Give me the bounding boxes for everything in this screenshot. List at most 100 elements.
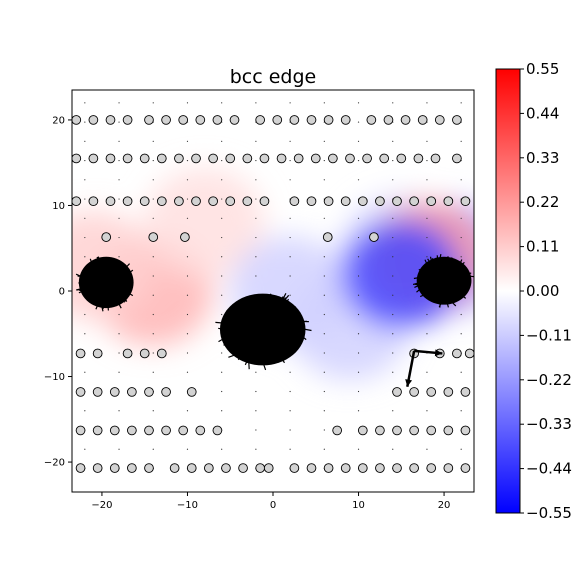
- grid-dot: [118, 179, 120, 181]
- grid-dot: [323, 275, 325, 277]
- grid-dot: [357, 256, 360, 258]
- grid-dot: [392, 159, 394, 162]
- grid-dot: [152, 256, 154, 258]
- grid-dot: [152, 198, 154, 200]
- atom-marker: [369, 232, 379, 242]
- y-tick-label: −20: [44, 458, 65, 469]
- grid-dot: [289, 236, 291, 239]
- atom-marker: [430, 153, 441, 164]
- grid-dot: [392, 352, 394, 354]
- grid-dot: [84, 410, 86, 412]
- atom-marker: [186, 463, 197, 473]
- grid-dot: [152, 159, 154, 162]
- x-axis: −20 −10 0 10 20: [91, 492, 450, 511]
- atom-marker: [122, 196, 133, 207]
- atom-marker: [306, 463, 317, 473]
- atom-marker: [322, 232, 333, 242]
- grid-dot: [152, 410, 154, 412]
- colorbar-tick-label: −0.33: [526, 415, 572, 433]
- grid-dot: [426, 371, 428, 373]
- atom-marker: [208, 153, 218, 164]
- grid-dot: [84, 198, 86, 200]
- grid-dot: [84, 102, 86, 104]
- quiver-arrows: [96, 256, 443, 388]
- atom-marker: [72, 115, 82, 125]
- atom-marker: [328, 153, 338, 164]
- atom-marker: [105, 115, 116, 125]
- atom-marker: [426, 196, 437, 207]
- atom-marker: [443, 196, 454, 207]
- grid-dot: [152, 371, 154, 373]
- atom-marker: [72, 196, 82, 207]
- atom-marker: [178, 425, 189, 436]
- grid-dot: [118, 198, 120, 200]
- grid-dot: [186, 294, 189, 296]
- atom-marker: [409, 425, 419, 436]
- grid-dot: [460, 102, 462, 104]
- grid-dot: [255, 179, 257, 181]
- atom-marker: [426, 463, 437, 473]
- grid-dot: [323, 390, 325, 393]
- grid-dot: [255, 448, 257, 450]
- atom-marker: [310, 153, 321, 164]
- grid-dot: [289, 429, 291, 431]
- cluster-strokes: [215, 293, 312, 371]
- atom-marker: [409, 463, 419, 473]
- colorbar-tick-label: −0.44: [526, 460, 572, 478]
- grid-dot: [255, 198, 257, 200]
- x-tick-label: −20: [91, 500, 112, 511]
- grid-dot: [221, 352, 223, 354]
- atom-marker: [122, 153, 133, 164]
- plot-area: [72, 90, 474, 492]
- grid-dot: [392, 313, 394, 316]
- grid-dot: [221, 198, 223, 200]
- atom-marker: [139, 348, 150, 359]
- atom-marker: [242, 196, 253, 207]
- atom-marker: [156, 348, 167, 359]
- cluster-strokes: [75, 257, 134, 312]
- grid-dot: [392, 179, 394, 181]
- atom-marker: [180, 232, 190, 242]
- atom-marker: [255, 463, 266, 473]
- grid-dot: [152, 140, 154, 142]
- grid-dot: [186, 275, 189, 277]
- atom-marker: [452, 153, 462, 164]
- grid-dot: [323, 429, 325, 431]
- colorbar-tick-label: 0.55: [526, 60, 559, 78]
- atom-marker: [452, 348, 462, 359]
- atom-marker: [105, 153, 116, 164]
- atom-marker: [443, 425, 454, 436]
- atom-marker: [375, 425, 385, 436]
- grid-dot: [152, 352, 154, 354]
- grid-dot: [289, 140, 291, 142]
- atom-marker: [161, 425, 171, 436]
- grid-dot: [221, 294, 223, 296]
- grid-dot: [186, 333, 189, 335]
- grid-dot: [118, 333, 120, 335]
- colorbar-tick-label: 0.11: [526, 238, 559, 256]
- grid-dot: [392, 236, 394, 239]
- grid-dot: [460, 140, 462, 142]
- grid-dot: [426, 333, 428, 335]
- atom-marker: [460, 425, 471, 436]
- grid-dot: [289, 159, 291, 162]
- grid-dot: [460, 179, 462, 181]
- grid-dot: [84, 448, 86, 450]
- cluster-strokes: [412, 253, 474, 308]
- grid-dot: [84, 333, 86, 335]
- atom-marker: [396, 153, 407, 164]
- grid-dot: [118, 236, 120, 239]
- grid-dot: [323, 159, 325, 162]
- atom-marker: [340, 196, 351, 207]
- grid-dot: [426, 256, 428, 258]
- atom-marker: [400, 115, 411, 125]
- atom-marker: [191, 153, 201, 164]
- grid-dot: [84, 217, 86, 219]
- grid-dot: [392, 140, 394, 142]
- atom-marker: [332, 425, 342, 436]
- grid-dot: [392, 410, 394, 412]
- atom-marker: [195, 425, 206, 436]
- quiver-arrow-head: [405, 379, 413, 387]
- grid-dot: [357, 140, 360, 142]
- atom-marker: [109, 387, 120, 397]
